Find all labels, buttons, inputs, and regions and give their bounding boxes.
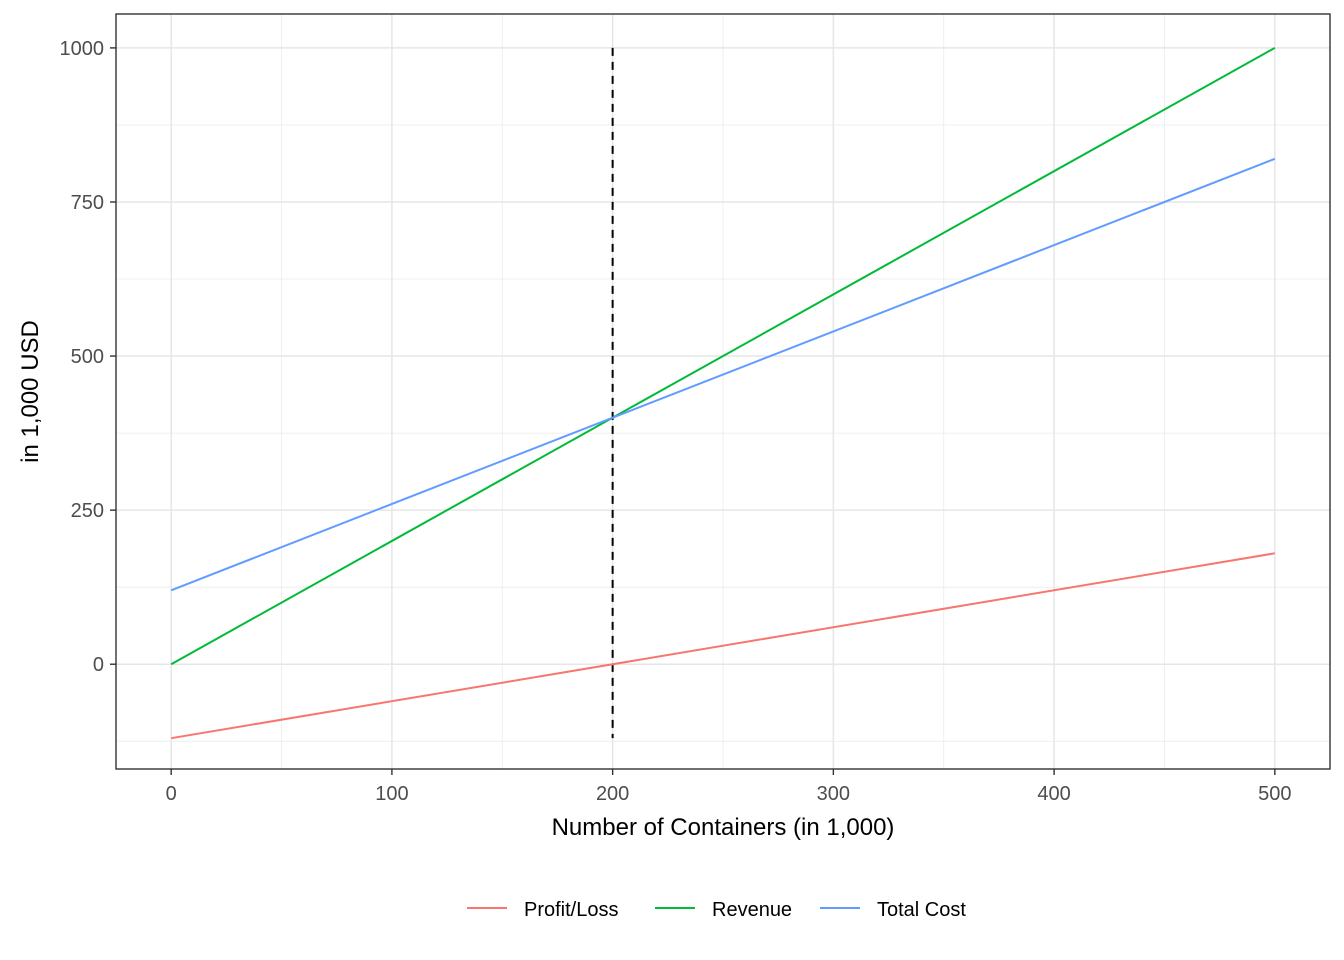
series-line-total-cost: [170, 157, 1276, 592]
y-axis-ticks: 0 250 500 750 1000: [60, 38, 116, 676]
x-tick-label: 0: [166, 783, 177, 805]
y-axis-title: in 1,000 USD: [17, 320, 44, 463]
y-tick-label: 250: [71, 500, 104, 522]
y-tick-label: 1000: [60, 38, 105, 60]
legend-label-revenue: Revenue: [712, 899, 792, 921]
plot-panel-border: [115, 13, 1331, 770]
series-line-profit-loss: [171, 552, 1275, 740]
x-axis-ticks: 0 100 200 300 400 500: [166, 769, 1292, 805]
y-tick-label: 500: [71, 346, 104, 368]
x-tick-label: 100: [375, 783, 408, 805]
series-layer: [170, 47, 1276, 740]
x-tick-label: 400: [1037, 783, 1070, 805]
legend-label-profit-loss: Profit/Loss: [524, 899, 618, 921]
x-axis-title: Number of Containers (in 1,000): [552, 814, 895, 841]
x-tick-label: 300: [817, 783, 850, 805]
x-tick-label: 200: [596, 783, 629, 805]
series-line-revenue: [170, 47, 1276, 666]
y-tick-label: 0: [93, 654, 104, 676]
x-tick-label: 500: [1258, 783, 1291, 805]
legend-label-total-cost: Total Cost: [877, 899, 966, 921]
legend: Profit/Loss Revenue Total Cost: [467, 899, 966, 921]
y-tick-label: 750: [71, 192, 104, 214]
minor-gridlines: [116, 14, 1330, 769]
